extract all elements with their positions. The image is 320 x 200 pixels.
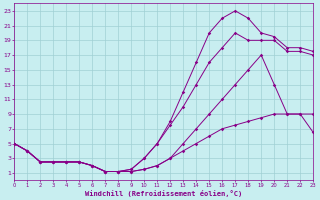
X-axis label: Windchill (Refroidissement éolien,°C): Windchill (Refroidissement éolien,°C) (85, 190, 242, 197)
